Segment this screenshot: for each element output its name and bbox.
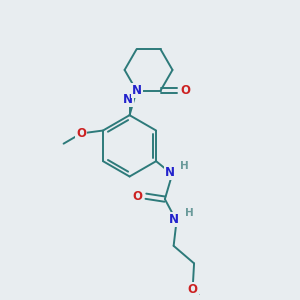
Text: N: N [165, 167, 175, 179]
Text: H: H [185, 208, 194, 218]
Text: H: H [180, 161, 189, 171]
Text: N: N [123, 93, 133, 106]
Text: O: O [188, 283, 198, 296]
Text: N: N [169, 213, 179, 226]
Text: O: O [133, 190, 143, 203]
Text: N: N [132, 84, 142, 97]
Text: O: O [180, 84, 190, 97]
Text: O: O [76, 127, 86, 140]
